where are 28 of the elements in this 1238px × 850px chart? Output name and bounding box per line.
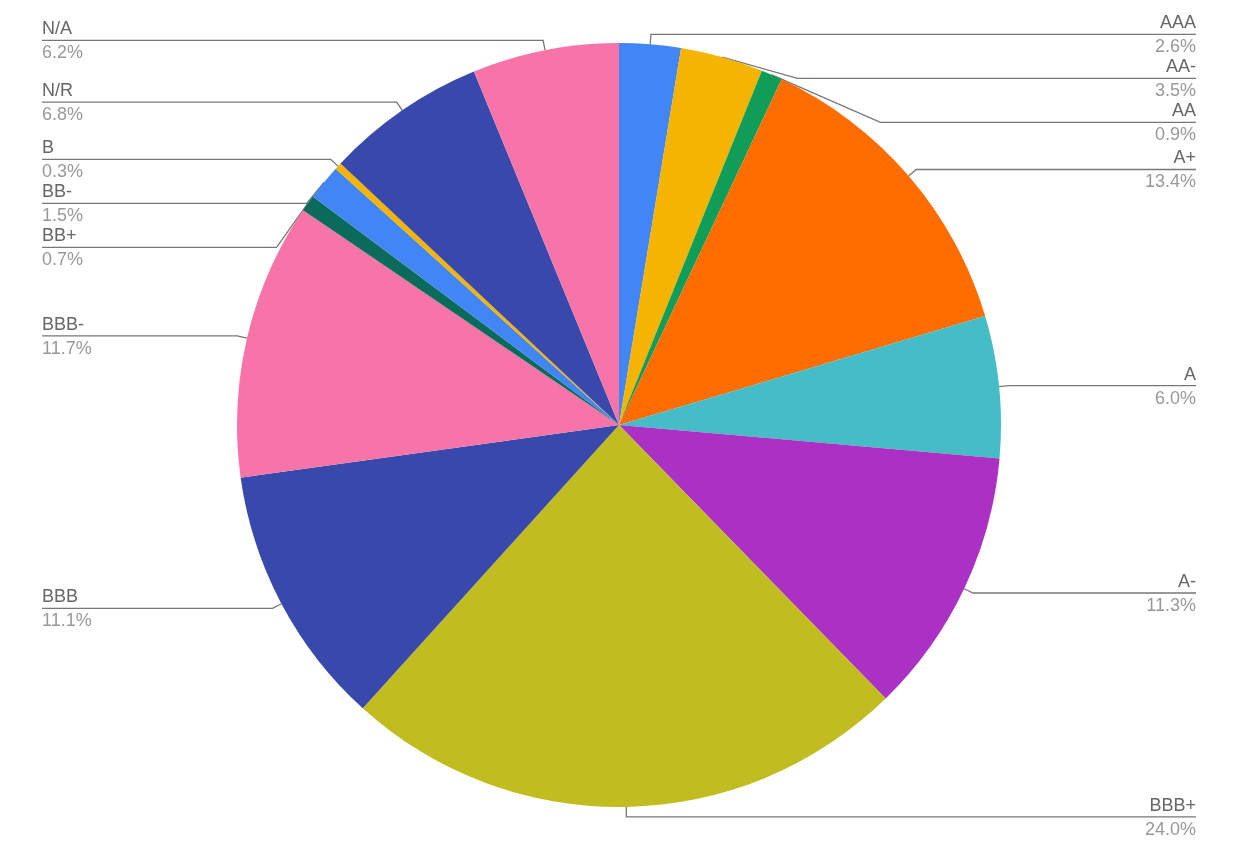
data-label: 1.5% bbox=[42, 205, 84, 226]
slice-label: A bbox=[1183, 363, 1196, 384]
slice-label: A- bbox=[1178, 571, 1197, 592]
slice-label: AAA bbox=[1159, 12, 1196, 33]
slice-label: N/A bbox=[42, 18, 73, 39]
data-label: 11.7% bbox=[42, 337, 92, 358]
slice-label: BBB+ bbox=[1149, 794, 1196, 815]
slice-label: AA bbox=[1171, 100, 1196, 121]
slice-label: BBB- bbox=[42, 313, 85, 334]
data-label: 11.1% bbox=[42, 610, 92, 631]
data-label: 0.3% bbox=[42, 161, 84, 182]
data-label: 3.5% bbox=[1154, 80, 1196, 101]
data-label: 0.7% bbox=[42, 249, 84, 270]
data-label: 2.6% bbox=[1154, 36, 1196, 57]
data-label: 13.4% bbox=[1144, 171, 1196, 192]
data-label: 11.3% bbox=[1146, 595, 1196, 616]
slice-label: BBB bbox=[42, 586, 79, 607]
slice-label: N/R bbox=[42, 80, 73, 101]
slice-label: BB- bbox=[42, 181, 73, 202]
slice-label: AA- bbox=[1165, 56, 1196, 77]
data-label: 6.0% bbox=[1154, 387, 1196, 408]
slice-label: A+ bbox=[1173, 147, 1196, 168]
data-label: 6.2% bbox=[42, 42, 84, 63]
data-label: 0.9% bbox=[1154, 124, 1196, 145]
slice-label: BB+ bbox=[42, 225, 77, 246]
data-label: 6.8% bbox=[42, 104, 84, 125]
slice-label: B bbox=[42, 137, 55, 158]
data-label: 24.0% bbox=[1144, 818, 1196, 839]
